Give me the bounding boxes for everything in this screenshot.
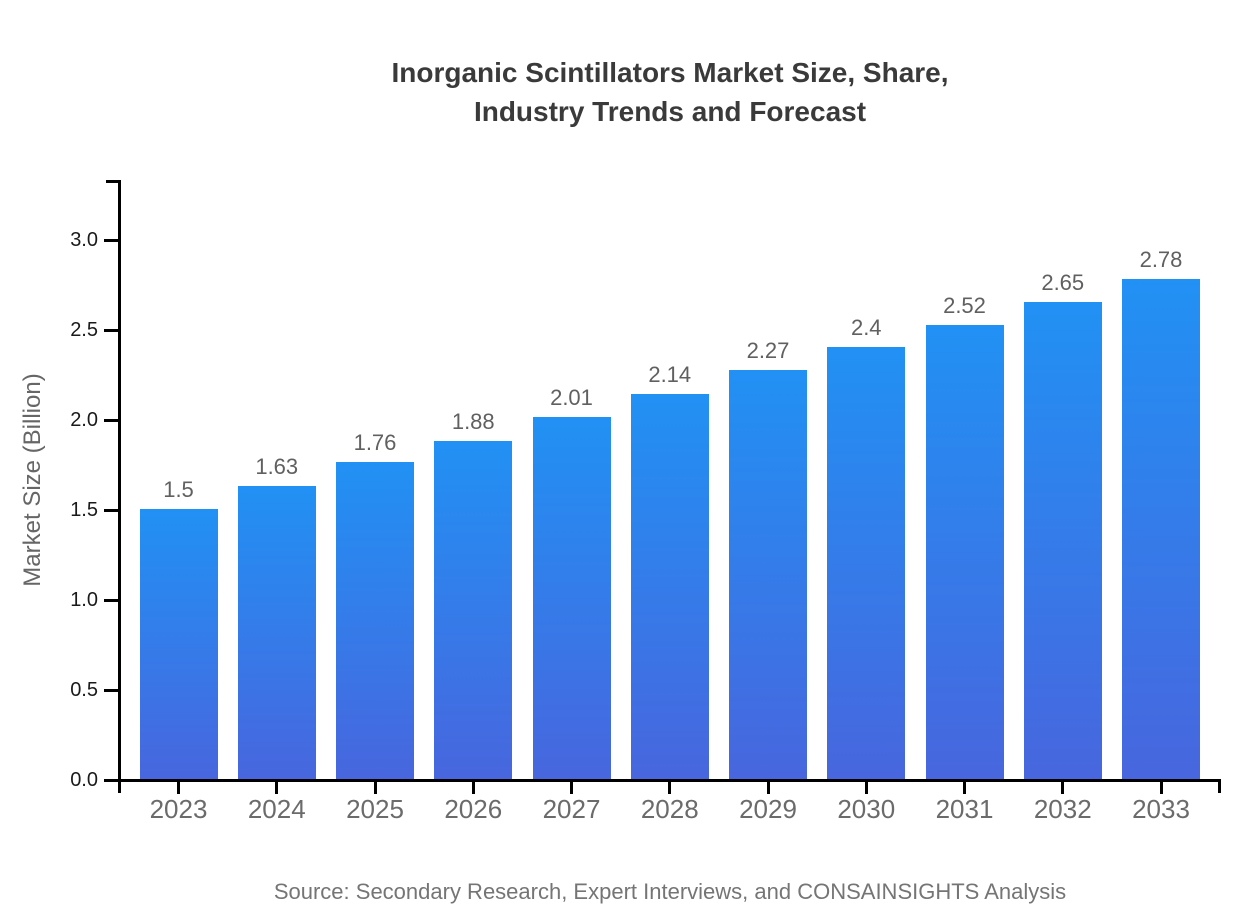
bar-2025 [336, 462, 414, 779]
chart-title-line-1: Inorganic Scintillators Market Size, Sha… [391, 57, 949, 88]
bar-2029 [729, 370, 807, 779]
x-axis-line [118, 779, 1221, 782]
y-tick-label: 3.0 [70, 229, 98, 251]
bar-value-label: 2.4 [850, 315, 882, 340]
y-tick [104, 779, 118, 782]
x-tick-label: 2025 [346, 794, 404, 824]
y-tick [104, 329, 118, 332]
x-tick-label: 2032 [1033, 794, 1092, 824]
bar-2024 [237, 485, 316, 779]
bar-value-label: 2.01 [550, 385, 593, 411]
bar-value-label: 1.5 [163, 477, 194, 502]
y-tick-label: 2.0 [70, 409, 98, 431]
x-axis-end-tick [1218, 779, 1221, 793]
x-tick [275, 782, 279, 794]
x-tick-label: 2026 [444, 794, 503, 824]
chart-title: Inorganic Scintillators Market Size, Sha… [220, 53, 1120, 131]
y-axis-line [118, 180, 121, 793]
y-tick-label: 0.0 [70, 769, 98, 791]
y-tick [104, 689, 118, 692]
bar-value-label: 2.65 [1041, 270, 1085, 295]
x-tick [471, 782, 475, 794]
x-tick [963, 782, 966, 794]
x-tick [1061, 782, 1065, 794]
y-tick-label: 1.5 [70, 499, 98, 521]
y-tick-label: 1.0 [70, 589, 98, 611]
bar-value-label: 2.78 [1139, 246, 1183, 272]
source-note: Source: Secondary Research, Expert Inter… [273, 879, 1067, 904]
y-tick [104, 599, 118, 602]
y-tick-label: 2.5 [70, 319, 98, 341]
bar-value-label: 2.52 [943, 293, 986, 319]
bar-2031 [925, 325, 1004, 779]
y-axis-top-cap [106, 180, 121, 183]
bar-2028 [630, 393, 709, 779]
bar-value-label: 1.76 [353, 430, 397, 456]
x-tick-label: 2028 [640, 794, 699, 824]
bar-value-label: 1.88 [451, 408, 495, 434]
x-tick [864, 782, 868, 794]
y-axis-label: Market Size (Billion) [19, 373, 46, 587]
x-tick-label: 2029 [739, 794, 797, 824]
bar-2027 [532, 417, 611, 779]
x-tick-label: 2024 [247, 794, 306, 824]
bar-2032 [1023, 302, 1102, 779]
bar-value-label: 2.14 [648, 361, 692, 387]
bar-2023 [139, 509, 218, 779]
x-tick [373, 782, 377, 794]
x-tick [668, 782, 672, 794]
y-tick [104, 239, 118, 242]
x-tick [177, 782, 180, 794]
x-tick-label: 2031 [935, 794, 994, 824]
bar-value-label: 2.27 [746, 338, 790, 364]
y-tick [104, 509, 118, 512]
y-tick-label: 0.5 [70, 679, 98, 701]
x-tick-label: 2033 [1132, 794, 1190, 824]
x-tick-label: 2027 [542, 794, 601, 824]
x-tick [1159, 782, 1163, 794]
bar-value-label: 1.63 [255, 453, 299, 479]
x-tick-label: 2023 [149, 794, 208, 824]
chart-title-line-2: Industry Trends and Forecast [473, 96, 867, 127]
bar-2033 [1122, 278, 1200, 779]
x-tick-label: 2030 [837, 794, 896, 824]
y-tick [104, 419, 118, 422]
bar-2030 [827, 347, 906, 779]
bar-2026 [434, 440, 513, 779]
x-tick [766, 782, 770, 794]
x-tick [570, 782, 573, 794]
